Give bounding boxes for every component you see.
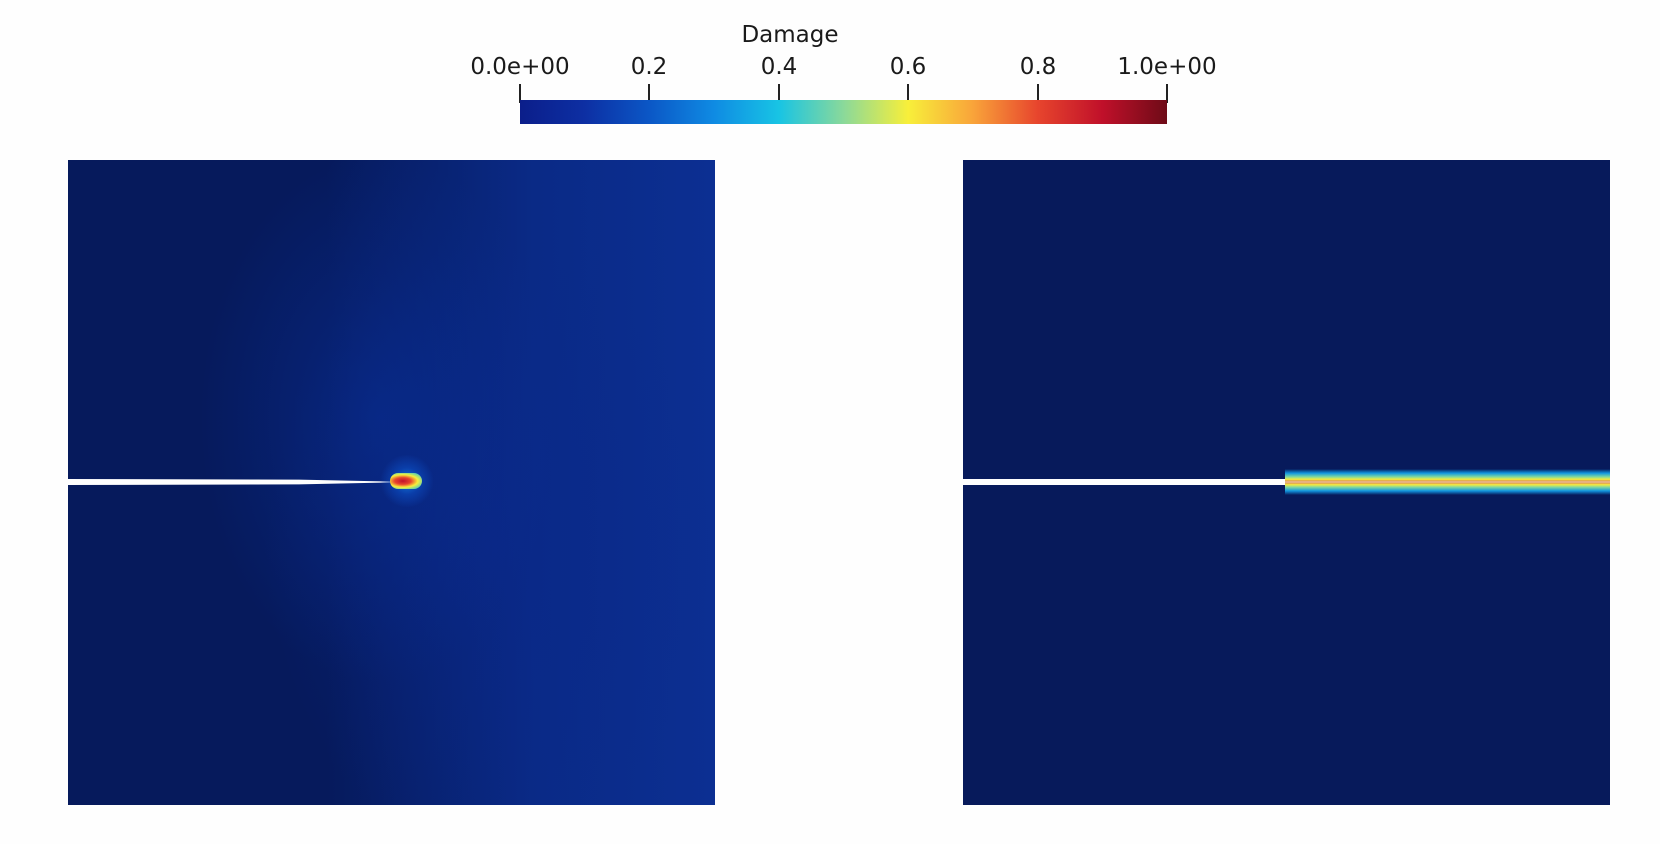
propagated-damage-band (1285, 469, 1610, 495)
tick-mark-0 (519, 84, 521, 103)
initial-crack-left (68, 479, 398, 485)
tick-label-1: 0.2 (630, 54, 668, 80)
initial-crack-right (963, 479, 1289, 485)
tick-mark-3 (907, 84, 909, 103)
damage-field-left-panel (68, 160, 715, 805)
colorbar-gradient (520, 100, 1167, 124)
colorbar-legend: Damage 0.0e+00 0.2 0.4 0.6 0.8 1.0e+00 (0, 0, 1660, 140)
tick-label-0: 0.0e+00 (470, 54, 570, 80)
tick-mark-1 (648, 84, 650, 103)
damage-field-right-panel (963, 160, 1610, 805)
crack-tip-damage (390, 473, 422, 489)
tick-label-5: 1.0e+00 (1117, 54, 1217, 80)
tick-label-4: 0.8 (1019, 54, 1057, 80)
tick-mark-2 (778, 84, 780, 103)
tick-mark-5 (1166, 84, 1168, 103)
tick-label-2: 0.4 (760, 54, 798, 80)
tick-label-3: 0.6 (889, 54, 927, 80)
colorbar-title: Damage (741, 22, 839, 48)
tick-mark-4 (1037, 84, 1039, 103)
